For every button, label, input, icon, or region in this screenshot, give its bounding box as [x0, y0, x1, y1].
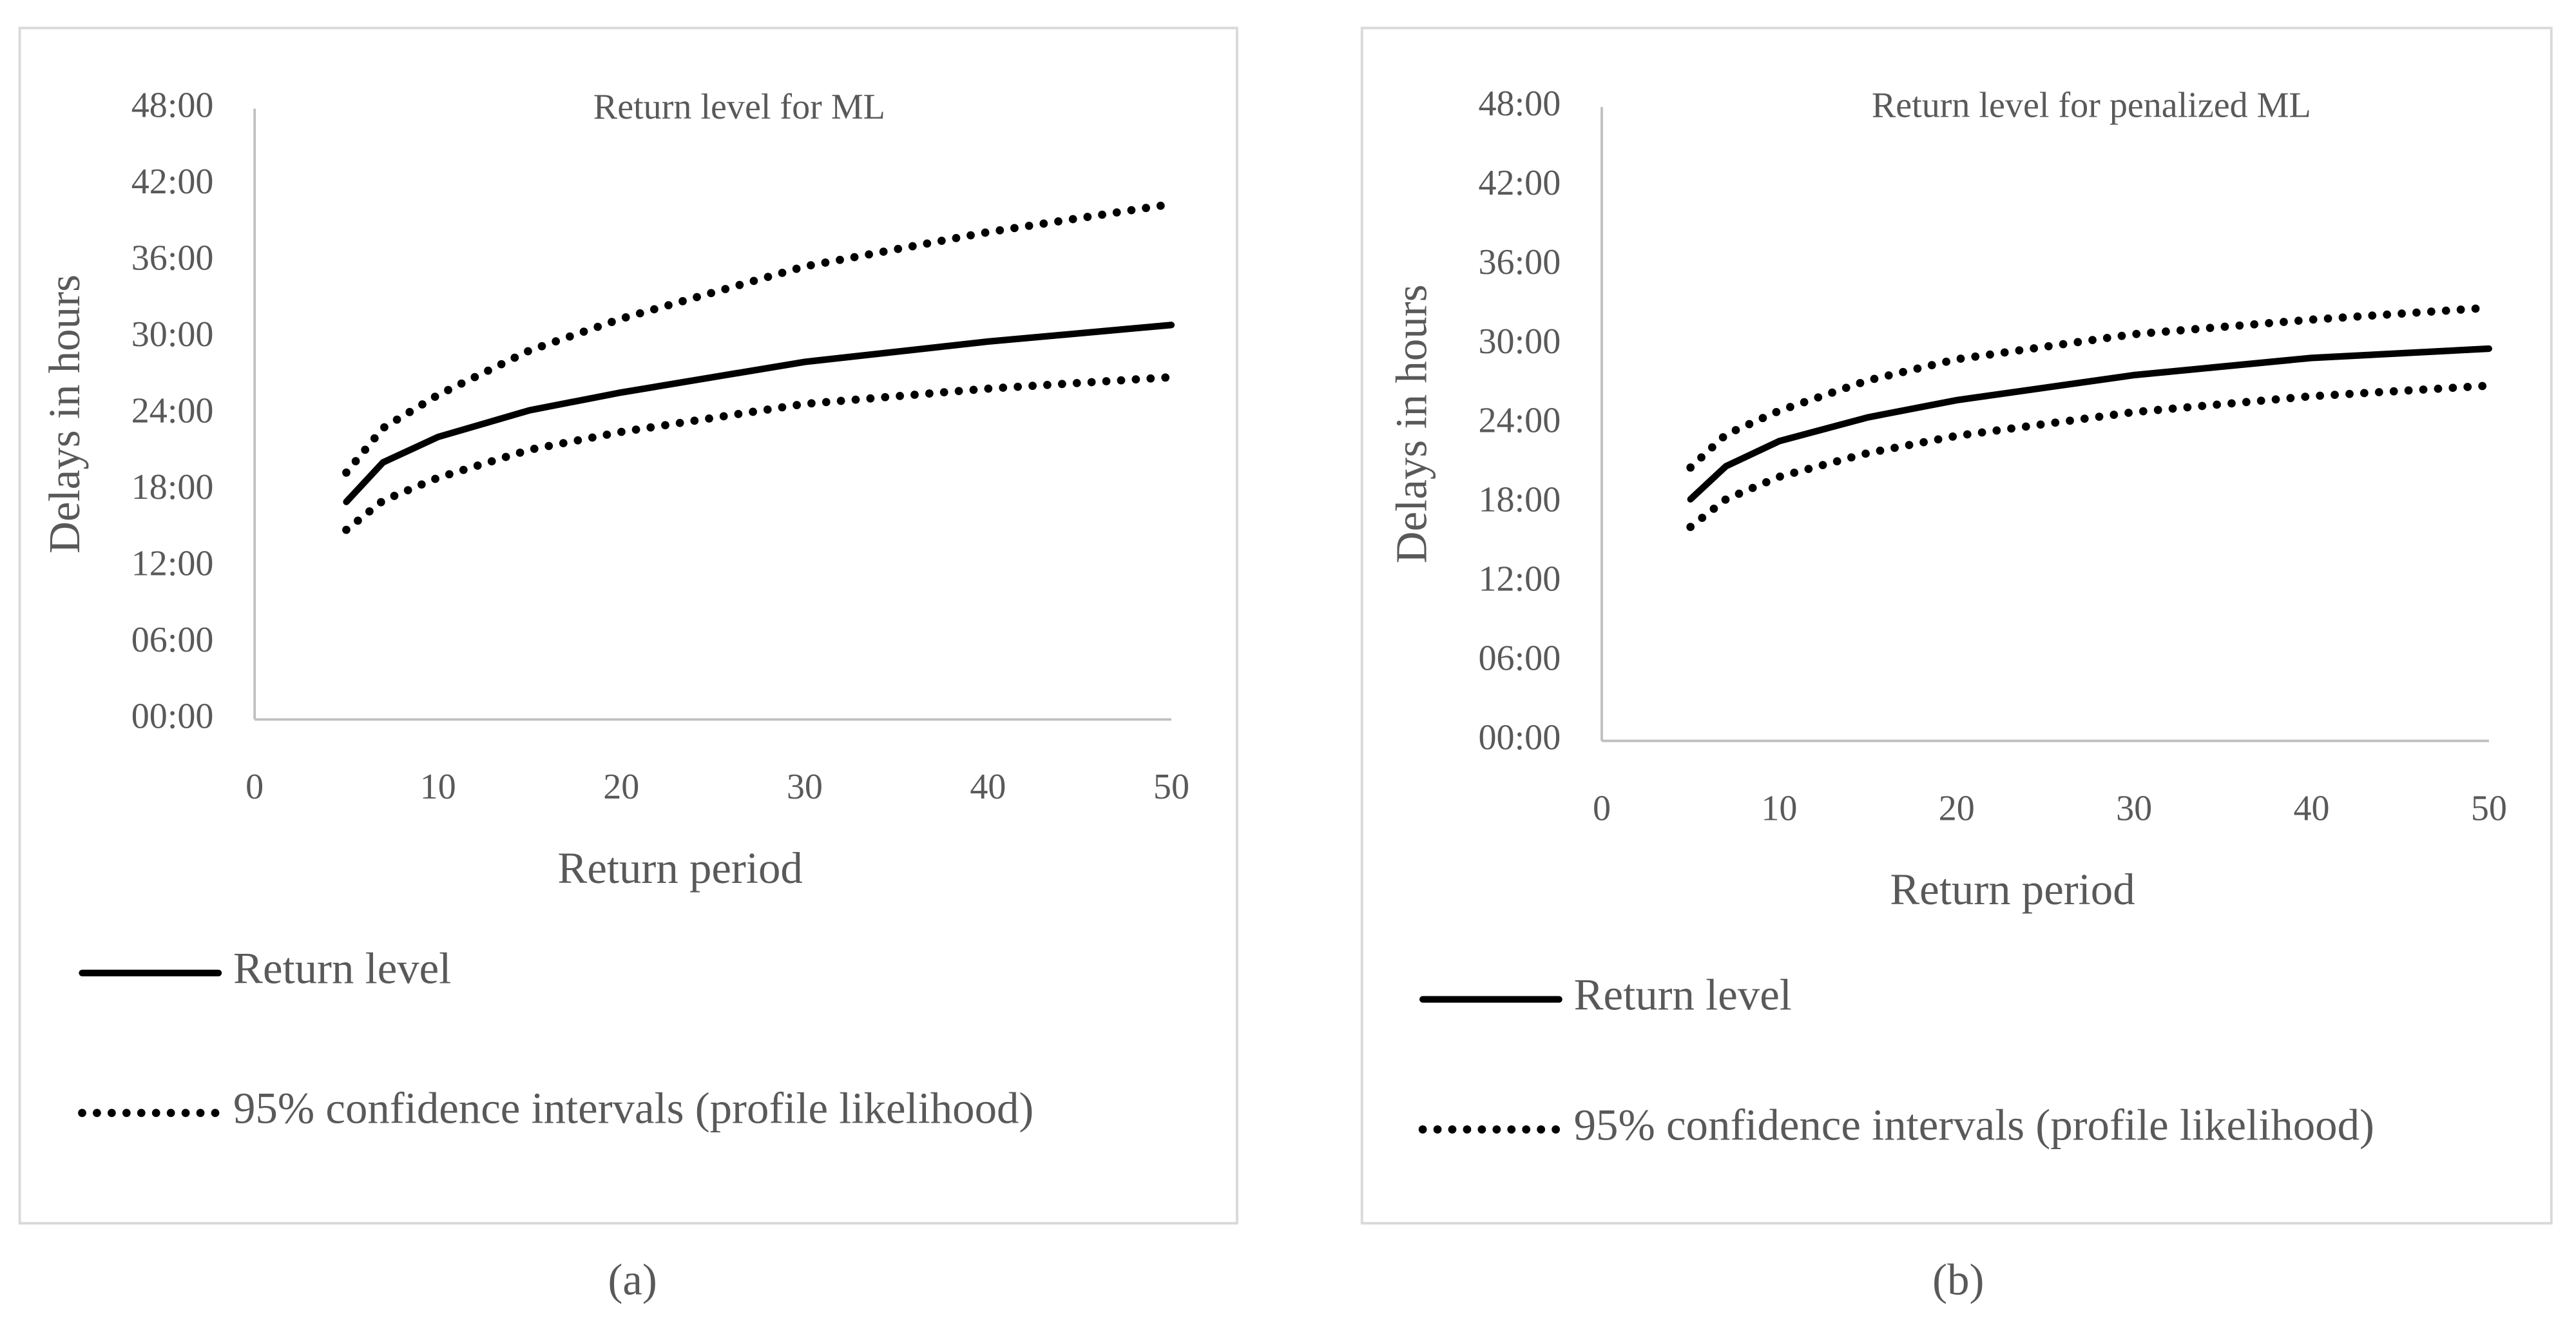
y-tick-label: 00:00	[1479, 717, 1561, 757]
y-axis-label: Delays in hours	[1387, 284, 1436, 563]
y-tick-label: 48:00	[1479, 84, 1561, 124]
y-tick-label: 36:00	[1479, 242, 1561, 282]
y-tick-label: 24:00	[131, 391, 214, 431]
x-axis-label: Return period	[1890, 865, 2135, 914]
x-axis-label: Return period	[557, 844, 802, 893]
legend-label: Return level	[233, 944, 451, 993]
series-line	[1687, 345, 2492, 503]
x-tick-label: 40	[2293, 788, 2329, 828]
x-tick-label: 30	[2116, 788, 2152, 828]
y-tick-label: 00:00	[131, 696, 214, 736]
x-tick-label: 40	[970, 767, 1006, 807]
series-line	[1686, 381, 2494, 532]
x-tick-label: 0	[245, 767, 264, 807]
x-tick-label: 30	[787, 767, 823, 807]
legend-label: 95% confidence intervals (profile likeli…	[233, 1084, 1033, 1133]
x-tick-label: 50	[2471, 788, 2507, 828]
x-tick-label: 20	[603, 767, 639, 807]
x-tick-label: 10	[420, 767, 456, 807]
y-tick-label: 18:00	[1479, 480, 1561, 520]
y-tick-label: 30:00	[131, 315, 214, 354]
y-tick-label: 18:00	[131, 467, 214, 507]
y-tick-label: 42:00	[1479, 163, 1561, 203]
panel-border	[18, 26, 1238, 1225]
y-tick-label: 12:00	[131, 543, 214, 583]
x-tick-label: 50	[1153, 767, 1189, 807]
series-line	[1686, 304, 2494, 472]
y-tick-label: 30:00	[1479, 322, 1561, 362]
chart-title: Return level for ML	[593, 87, 885, 127]
x-tick-label: 10	[1761, 788, 1797, 828]
series-line	[342, 200, 1176, 477]
y-tick-label: 36:00	[131, 238, 214, 278]
y-tick-label: 06:00	[131, 620, 214, 660]
x-tick-label: 20	[1939, 788, 1975, 828]
legend-label: 95% confidence intervals (profile likeli…	[1574, 1100, 2374, 1149]
chart-title: Return level for penalized ML	[1872, 85, 2311, 125]
panel-border	[1360, 26, 2553, 1225]
y-tick-label: 24:00	[1479, 401, 1561, 441]
y-tick-label: 42:00	[131, 162, 214, 202]
y-axis-label: Delays in hours	[40, 275, 89, 554]
x-tick-label: 0	[1593, 788, 1611, 828]
series-line	[343, 322, 1175, 505]
series-line	[342, 373, 1176, 534]
y-tick-label: 12:00	[1479, 559, 1561, 599]
y-tick-label: 06:00	[1479, 638, 1561, 678]
panel-label: (a)	[608, 1255, 657, 1304]
panel-label: (b)	[1932, 1255, 1984, 1304]
y-tick-label: 48:00	[131, 85, 214, 125]
legend-label: Return level	[1574, 970, 1792, 1019]
